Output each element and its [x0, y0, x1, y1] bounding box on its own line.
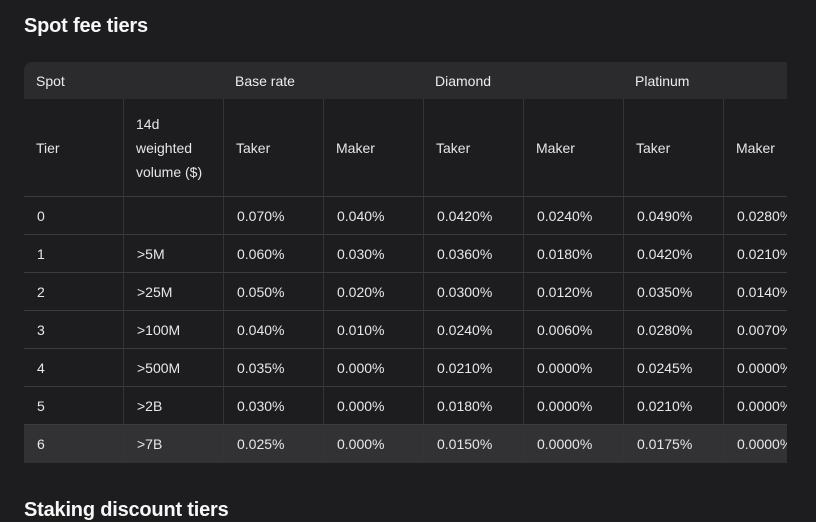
cell-diamond-maker: 0.0000%: [523, 425, 623, 463]
cell-volume: >100M: [123, 311, 223, 349]
cell-base-maker: 0.020%: [323, 273, 423, 311]
cell-diamond-maker: 0.0240%: [523, 197, 623, 235]
fee-tier-row: 4 >500M 0.035% 0.000% 0.0210% 0.0000% 0.…: [24, 349, 787, 387]
cell-platinum-maker: 0.0000%: [723, 425, 787, 463]
cell-volume: >2B: [123, 387, 223, 425]
column-header-platinum-maker: Maker: [723, 99, 787, 197]
cell-base-maker: 0.040%: [323, 197, 423, 235]
cell-volume: >500M: [123, 349, 223, 387]
cell-diamond-taker: 0.0300%: [423, 273, 523, 311]
group-header-row: Spot Base rate Diamond Platinum: [24, 62, 787, 99]
cell-base-maker: 0.000%: [323, 425, 423, 463]
cell-tier: 3: [24, 311, 123, 349]
column-header-platinum-taker: Taker: [623, 99, 723, 197]
group-header-platinum: Platinum: [623, 62, 787, 99]
cell-diamond-maker: 0.0120%: [523, 273, 623, 311]
cell-platinum-maker: 0.0000%: [723, 349, 787, 387]
cell-diamond-taker: 0.0150%: [423, 425, 523, 463]
cell-diamond-taker: 0.0420%: [423, 197, 523, 235]
cell-volume: >25M: [123, 273, 223, 311]
cell-platinum-maker: 0.0000%: [723, 387, 787, 425]
group-header-spot: Spot: [24, 62, 223, 99]
cell-diamond-maker: 0.0000%: [523, 349, 623, 387]
column-header-diamond-maker: Maker: [523, 99, 623, 197]
cell-tier: 5: [24, 387, 123, 425]
cell-base-maker: 0.000%: [323, 349, 423, 387]
cell-base-taker: 0.050%: [223, 273, 323, 311]
cell-diamond-taker: 0.0180%: [423, 387, 523, 425]
cell-base-maker: 0.000%: [323, 387, 423, 425]
cell-base-taker: 0.025%: [223, 425, 323, 463]
cell-diamond-maker: 0.0060%: [523, 311, 623, 349]
cell-tier: 2: [24, 273, 123, 311]
cell-diamond-taker: 0.0360%: [423, 235, 523, 273]
cell-tier: 4: [24, 349, 123, 387]
cell-tier: 6: [24, 425, 123, 463]
cell-volume: >5M: [123, 235, 223, 273]
cell-platinum-taker: 0.0245%: [623, 349, 723, 387]
cell-base-taker: 0.060%: [223, 235, 323, 273]
cell-platinum-taker: 0.0280%: [623, 311, 723, 349]
cell-base-taker: 0.070%: [223, 197, 323, 235]
cell-diamond-maker: 0.0180%: [523, 235, 623, 273]
next-section-title: Staking discount tiers: [24, 499, 229, 521]
cell-platinum-maker: 0.0210%: [723, 235, 787, 273]
cell-diamond-taker: 0.0210%: [423, 349, 523, 387]
cell-diamond-maker: 0.0000%: [523, 387, 623, 425]
cell-platinum-taker: 0.0490%: [623, 197, 723, 235]
cell-base-taker: 0.035%: [223, 349, 323, 387]
column-header-volume: 14d weighted volume ($): [123, 99, 223, 197]
cell-base-taker: 0.040%: [223, 311, 323, 349]
column-header-diamond-taker: Taker: [423, 99, 523, 197]
fee-tier-row: 3 >100M 0.040% 0.010% 0.0240% 0.0060% 0.…: [24, 311, 787, 349]
cell-base-maker: 0.030%: [323, 235, 423, 273]
cell-platinum-taker: 0.0350%: [623, 273, 723, 311]
cell-volume: [123, 197, 223, 235]
cell-diamond-taker: 0.0240%: [423, 311, 523, 349]
cell-volume: >7B: [123, 425, 223, 463]
cell-platinum-maker: 0.0070%: [723, 311, 787, 349]
column-header-row: Tier 14d weighted volume ($) Taker Maker…: [24, 99, 787, 197]
column-header-base-maker: Maker: [323, 99, 423, 197]
fee-tier-row: 0 0.070% 0.040% 0.0420% 0.0240% 0.0490% …: [24, 197, 787, 235]
fee-tier-row-highlighted: 6 >7B 0.025% 0.000% 0.0150% 0.0000% 0.01…: [24, 425, 787, 463]
cell-base-taker: 0.030%: [223, 387, 323, 425]
fee-tier-row: 1 >5M 0.060% 0.030% 0.0360% 0.0180% 0.04…: [24, 235, 787, 273]
cell-platinum-maker: 0.0280%: [723, 197, 787, 235]
spot-fee-table: Spot Base rate Diamond Platinum Tier 14d…: [24, 62, 787, 463]
cell-tier: 1: [24, 235, 123, 273]
cell-platinum-maker: 0.0140%: [723, 273, 787, 311]
column-header-base-taker: Taker: [223, 99, 323, 197]
column-header-tier: Tier: [24, 99, 123, 197]
cell-platinum-taker: 0.0420%: [623, 235, 723, 273]
group-header-diamond: Diamond: [423, 62, 623, 99]
fee-tier-row: 2 >25M 0.050% 0.020% 0.0300% 0.0120% 0.0…: [24, 273, 787, 311]
cell-platinum-taker: 0.0210%: [623, 387, 723, 425]
cell-tier: 0: [24, 197, 123, 235]
page-title: Spot fee tiers: [24, 15, 148, 37]
group-header-base-rate: Base rate: [223, 62, 423, 99]
cell-base-maker: 0.010%: [323, 311, 423, 349]
fee-tier-row: 5 >2B 0.030% 0.000% 0.0180% 0.0000% 0.02…: [24, 387, 787, 425]
cell-platinum-taker: 0.0175%: [623, 425, 723, 463]
fee-table-scroll-container[interactable]: Spot Base rate Diamond Platinum Tier 14d…: [24, 62, 787, 463]
